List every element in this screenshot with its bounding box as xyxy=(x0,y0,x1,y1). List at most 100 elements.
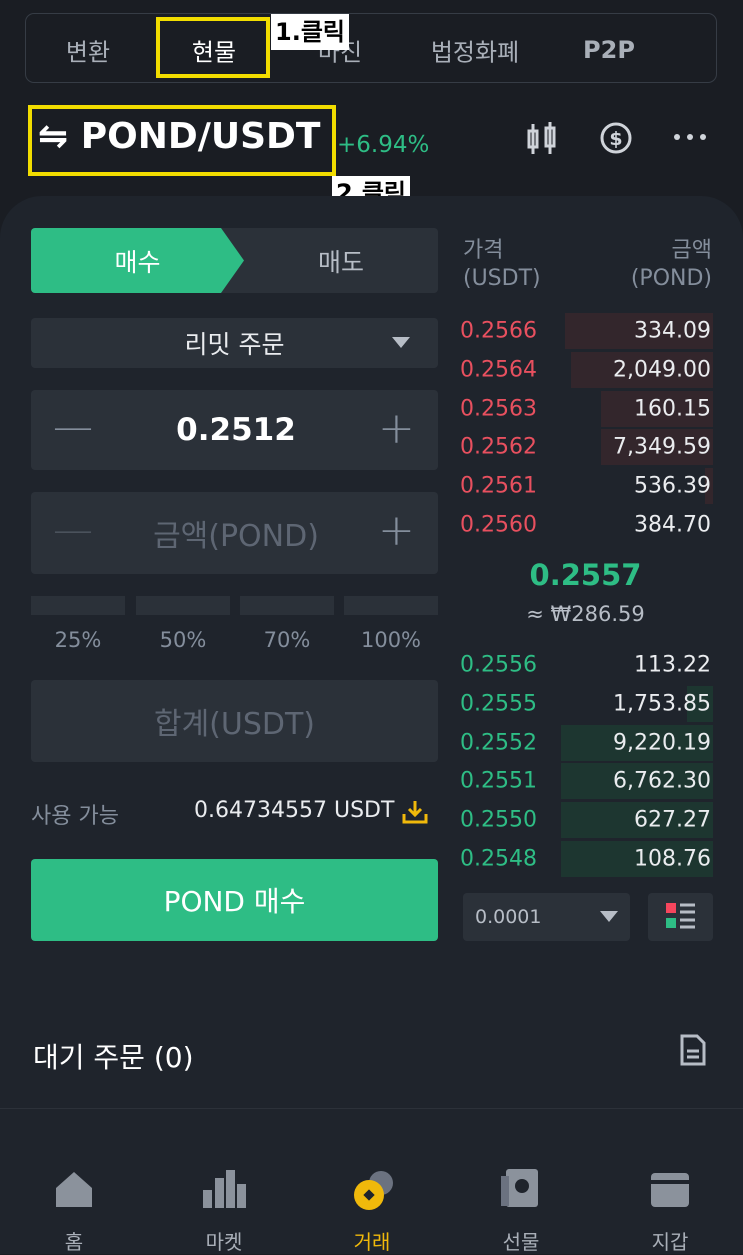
history-icon[interactable] xyxy=(680,1034,706,1066)
depth-bar xyxy=(687,685,713,722)
total-placeholder: 합계(USDT) xyxy=(153,707,316,742)
order-row[interactable]: 0.2561 536.39 xyxy=(458,468,713,505)
highlight-box xyxy=(28,105,336,176)
more-icon[interactable] xyxy=(672,132,708,142)
order-row[interactable]: 0.2556 113.22 xyxy=(458,647,713,683)
last-price-krw: ≈ ₩286.59 xyxy=(526,602,645,626)
depth-bar xyxy=(571,351,713,388)
nav-label[interactable]: 홈 xyxy=(64,1230,84,1254)
pair-symbol: POND/USDT xyxy=(80,116,321,157)
order-amount: 1,753.85 xyxy=(613,691,711,717)
home-icon[interactable] xyxy=(54,1170,94,1208)
layout-icon xyxy=(666,903,695,929)
deposit-icon[interactable] xyxy=(402,800,428,825)
order-amount: 334.09 xyxy=(634,318,711,344)
order-price: 0.2555 xyxy=(460,691,537,717)
percent-bar[interactable] xyxy=(31,596,125,615)
order-amount: 6,762.30 xyxy=(613,768,711,794)
price-input[interactable] xyxy=(31,390,438,470)
available-label: 사용 가능 xyxy=(31,804,119,829)
tab[interactable]: P2P xyxy=(583,36,635,64)
nav-label[interactable]: 지갑 xyxy=(651,1230,689,1254)
price-change: +6.94% xyxy=(337,132,430,158)
tab[interactable]: 법정화폐 xyxy=(430,38,520,67)
price-header: 가격 xyxy=(463,238,504,263)
total-input[interactable]: 합계(USDT) xyxy=(31,680,438,762)
order-row[interactable]: 0.2566 334.09 xyxy=(458,313,713,349)
minus-button[interactable]: — xyxy=(53,404,93,450)
amount-input[interactable] xyxy=(31,492,438,574)
currency-icon[interactable]: $ xyxy=(599,121,633,155)
percent-label: 50% xyxy=(159,628,207,652)
percent-bar[interactable] xyxy=(240,596,334,615)
order-price: 0.2550 xyxy=(460,807,537,833)
tick-size-select[interactable] xyxy=(463,893,630,941)
wallet-icon[interactable] xyxy=(650,1172,690,1208)
pair-title[interactable]: ⇋ POND/USDT xyxy=(38,116,320,157)
order-amount: 113.22 xyxy=(634,652,711,678)
order-price: 0.2556 xyxy=(460,652,537,678)
order-amount: 7,349.59 xyxy=(613,434,711,460)
order-type-select[interactable]: 리밋 주문 xyxy=(31,318,438,368)
open-orders-title: 대기 주문 (0) xyxy=(33,1041,194,1074)
order-row[interactable]: 0.2563 160.15 xyxy=(458,390,713,427)
order-row[interactable]: 0.2564 2,049.00 xyxy=(458,351,713,388)
order-price: 0.2548 xyxy=(460,846,537,872)
order-row[interactable]: 0.2552 9,220.19 xyxy=(458,724,713,761)
dropdown-arrow xyxy=(392,337,410,348)
order-row[interactable]: 0.2550 627.27 xyxy=(458,802,713,839)
last-price: 0.2557 xyxy=(529,558,642,592)
amount-placeholder: 금액(POND) xyxy=(153,519,319,554)
depth-bar xyxy=(561,763,713,800)
sell-tab[interactable]: 매도 xyxy=(317,247,364,277)
market-tabs xyxy=(25,13,717,83)
order-price: 0.2563 xyxy=(460,396,537,422)
tab-active[interactable]: 현물 xyxy=(191,38,237,67)
order-row[interactable]: 0.2555 1,753.85 xyxy=(458,685,713,722)
layout-button[interactable] xyxy=(648,893,713,941)
nav-label[interactable]: 마켓 xyxy=(205,1230,243,1254)
percent-bar[interactable] xyxy=(136,596,230,615)
minus-button[interactable]: — xyxy=(53,507,93,553)
depth-bar xyxy=(601,390,713,427)
chart-icon[interactable] xyxy=(526,122,558,156)
price-value: 0.2512 xyxy=(176,412,296,448)
order-row[interactable]: 0.2551 6,762.30 xyxy=(458,763,713,800)
market-icon[interactable] xyxy=(202,1168,246,1208)
order-price: 0.2561 xyxy=(460,473,537,499)
tick-size: 0.0001 xyxy=(475,906,542,928)
available-value: 0.64734557 USDT xyxy=(194,798,395,823)
order-type: 리밋 주문 xyxy=(184,330,285,359)
amount-header: 금액 xyxy=(671,238,712,263)
order-row[interactable]: 0.2548 108.76 xyxy=(458,841,713,877)
percent-bar[interactable] xyxy=(344,596,438,615)
amount-header-unit: (POND) xyxy=(630,266,712,291)
tab[interactable]: 변환 xyxy=(65,38,111,67)
percent-label: 25% xyxy=(54,628,102,652)
buy-tab[interactable]: 매수 xyxy=(31,228,244,293)
order-price: 0.2551 xyxy=(460,768,537,794)
depth-bar xyxy=(705,468,713,505)
plus-button[interactable]: + xyxy=(378,505,415,556)
order-amount: 108.76 xyxy=(634,846,711,872)
order-row[interactable]: 0.2560 384.70 xyxy=(458,507,713,543)
trade-icon[interactable] xyxy=(351,1170,395,1212)
order-amount: 9,220.19 xyxy=(613,730,711,756)
percent-label: 100% xyxy=(360,628,422,652)
depth-bar xyxy=(601,429,713,466)
nav-label[interactable]: 선물 xyxy=(502,1230,540,1254)
order-amount: 160.15 xyxy=(634,396,711,422)
depth-bar xyxy=(561,802,713,839)
annotation: 1.클릭 xyxy=(271,14,349,50)
svg-text:$: $ xyxy=(609,128,622,150)
percent-label: 70% xyxy=(263,628,311,652)
order-row[interactable]: 0.2562 7,349.59 xyxy=(458,429,713,466)
buy-button[interactable]: POND 매수 xyxy=(31,859,438,941)
order-amount: 627.27 xyxy=(634,807,711,833)
depth-bar xyxy=(565,313,713,349)
nav-label-active[interactable]: 거래 xyxy=(353,1230,391,1254)
price-header-unit: (USDT) xyxy=(463,266,541,291)
plus-button[interactable]: + xyxy=(378,403,415,454)
futures-icon[interactable] xyxy=(500,1168,540,1210)
